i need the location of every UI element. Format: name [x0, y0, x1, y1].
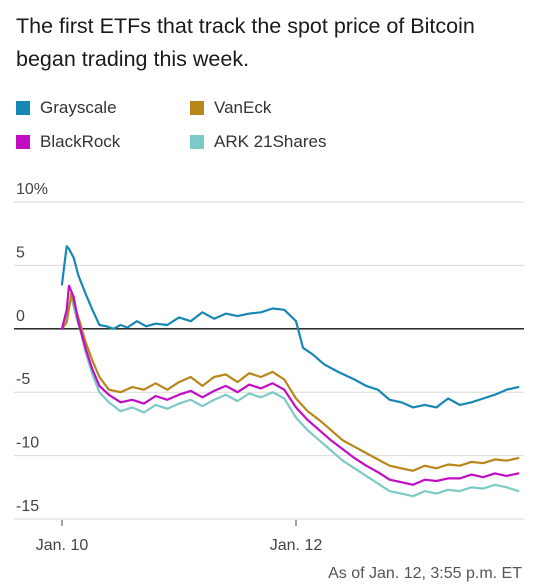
legend-swatch-grayscale: [16, 101, 30, 115]
legend-swatch-ark-21shares: [190, 135, 204, 149]
y-tick-label-1: 5: [16, 244, 25, 261]
chart-title: The first ETFs that track the spot price…: [16, 14, 475, 71]
y-tick-label-2: 0: [16, 308, 25, 325]
legend-item-blackrock: BlackRock: [16, 132, 120, 152]
legend-label-grayscale: Grayscale: [40, 98, 117, 117]
legend-swatch-blackrock: [16, 135, 30, 149]
x-tick-label-0: Jan. 10: [36, 537, 89, 554]
legend-swatch-vaneck: [190, 101, 204, 115]
series-line-grayscale: [60, 245, 520, 409]
legend-item-ark-21shares: ARK 21Shares: [190, 132, 326, 152]
legend-item-vaneck: VanEck: [190, 98, 271, 118]
y-tick-label-0: 10%: [16, 181, 48, 198]
y-tick-label-5: -15: [16, 498, 39, 515]
series-line-blackrock: [60, 284, 520, 486]
y-tick-label-4: -10: [16, 435, 39, 452]
series-line-vaneck: [60, 292, 520, 472]
as-of-note: As of Jan. 12, 3:55 p.m. ET: [328, 565, 522, 582]
series-line-ark-21shares: [60, 296, 520, 498]
legend-label-ark-21shares: ARK 21Shares: [214, 132, 327, 151]
legend-label-blackrock: BlackRock: [40, 132, 121, 151]
legend-label-vaneck: VanEck: [214, 98, 272, 117]
x-tick-label-1: Jan. 12: [270, 537, 323, 554]
legend-item-grayscale: Grayscale: [16, 98, 117, 118]
y-tick-label-3: -5: [16, 371, 30, 388]
